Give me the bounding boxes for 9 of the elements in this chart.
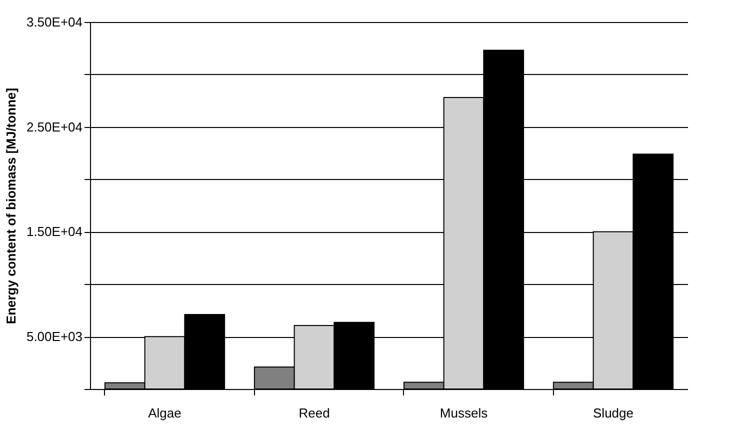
y-tick-label: 2.50E+04 [26,119,82,134]
y-tick-label: 5.00E+03 [26,329,82,344]
y-tick-label: 3.50E+04 [26,14,82,30]
y-tick-label: 1.50E+04 [26,224,82,240]
y-axis-title: Energy content of biomass [MJ/tonne] [3,88,18,324]
x-tick-label: Sludge [593,406,634,420]
x-tick-label: Algae [148,406,182,420]
x-tick-label: Reed [298,406,330,420]
x-tick-label: Mussels [440,406,488,420]
